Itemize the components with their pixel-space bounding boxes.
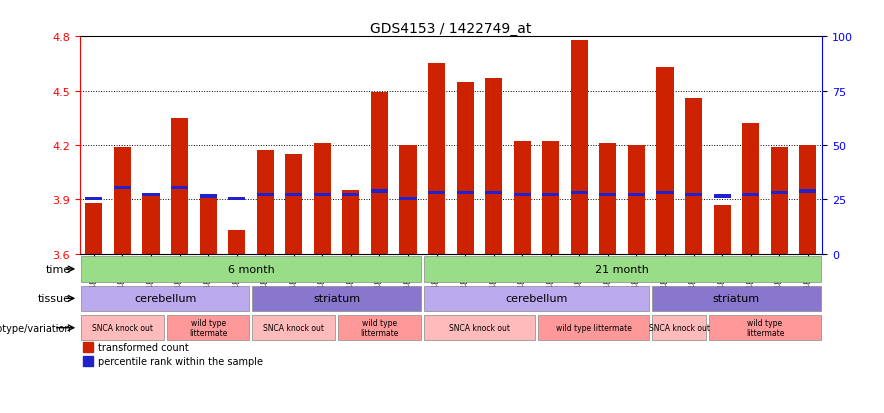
Bar xyxy=(799,145,817,254)
Bar xyxy=(342,191,360,254)
Bar xyxy=(371,190,388,193)
Bar xyxy=(371,93,388,254)
Bar xyxy=(485,79,502,254)
Text: SNCA knock out: SNCA knock out xyxy=(263,323,324,332)
Bar xyxy=(771,191,788,195)
Bar xyxy=(81,286,249,311)
Text: wild type
littermate: wild type littermate xyxy=(746,318,784,337)
Text: transformed count: transformed count xyxy=(98,342,189,352)
Bar xyxy=(628,145,645,254)
Bar xyxy=(314,193,331,196)
Bar xyxy=(599,193,616,196)
Bar xyxy=(713,195,731,198)
Text: striatum: striatum xyxy=(313,294,360,304)
Bar xyxy=(81,256,421,282)
Bar xyxy=(514,193,530,196)
Text: striatum: striatum xyxy=(713,294,760,304)
Bar xyxy=(743,193,759,196)
Bar xyxy=(142,193,159,196)
Bar xyxy=(456,82,474,254)
Bar xyxy=(400,145,416,254)
Bar xyxy=(228,230,245,254)
Bar xyxy=(171,119,188,254)
Text: wild type
littermate: wild type littermate xyxy=(361,318,399,337)
Bar xyxy=(652,315,706,341)
Bar xyxy=(685,99,702,254)
Bar xyxy=(314,144,331,254)
Bar xyxy=(83,342,93,352)
Bar xyxy=(571,41,588,254)
Bar xyxy=(657,68,674,254)
Bar xyxy=(657,191,674,195)
Bar xyxy=(743,124,759,254)
Bar xyxy=(256,193,274,196)
Bar xyxy=(171,186,188,190)
Bar xyxy=(423,315,535,341)
Bar xyxy=(252,286,421,311)
Text: 21 month: 21 month xyxy=(595,264,649,274)
Bar xyxy=(771,147,788,254)
Bar xyxy=(85,203,103,254)
Bar xyxy=(423,256,820,282)
Bar xyxy=(114,186,131,190)
Bar xyxy=(713,205,731,254)
Bar xyxy=(542,193,560,196)
Bar xyxy=(514,142,530,254)
Bar xyxy=(142,196,159,254)
Bar xyxy=(599,144,616,254)
Bar xyxy=(338,315,421,341)
Bar xyxy=(428,64,446,254)
Bar xyxy=(81,315,164,341)
Bar xyxy=(628,193,645,196)
Bar xyxy=(286,154,302,254)
Text: tissue: tissue xyxy=(38,294,71,304)
Bar xyxy=(286,193,302,196)
Bar xyxy=(400,197,416,200)
Bar xyxy=(542,142,560,254)
Text: SNCA knock out: SNCA knock out xyxy=(449,323,510,332)
Text: SNCA knock out: SNCA knock out xyxy=(649,323,710,332)
Bar xyxy=(456,191,474,195)
Bar xyxy=(423,286,650,311)
Bar xyxy=(228,197,245,200)
Title: GDS4153 / 1422749_at: GDS4153 / 1422749_at xyxy=(370,22,531,36)
Bar xyxy=(571,191,588,195)
Text: SNCA knock out: SNCA knock out xyxy=(92,323,153,332)
Text: percentile rank within the sample: percentile rank within the sample xyxy=(98,356,263,367)
Text: wild type littermate: wild type littermate xyxy=(556,323,631,332)
Text: cerebellum: cerebellum xyxy=(134,294,196,304)
Bar xyxy=(167,315,249,341)
Bar xyxy=(256,151,274,254)
Text: time: time xyxy=(46,264,71,274)
Bar xyxy=(538,315,650,341)
Bar xyxy=(83,356,93,366)
Bar xyxy=(342,193,360,196)
Bar xyxy=(114,147,131,254)
Bar xyxy=(652,286,820,311)
Bar xyxy=(685,193,702,196)
Text: cerebellum: cerebellum xyxy=(506,294,568,304)
Bar xyxy=(428,191,446,195)
Bar xyxy=(252,315,335,341)
Bar xyxy=(200,195,217,198)
Text: 6 month: 6 month xyxy=(227,264,274,274)
Text: wild type
littermate: wild type littermate xyxy=(189,318,227,337)
Bar xyxy=(200,196,217,254)
Text: genotype/variation: genotype/variation xyxy=(0,323,71,333)
Bar xyxy=(799,190,817,193)
Bar xyxy=(85,197,103,200)
Bar xyxy=(709,315,820,341)
Bar xyxy=(485,191,502,195)
